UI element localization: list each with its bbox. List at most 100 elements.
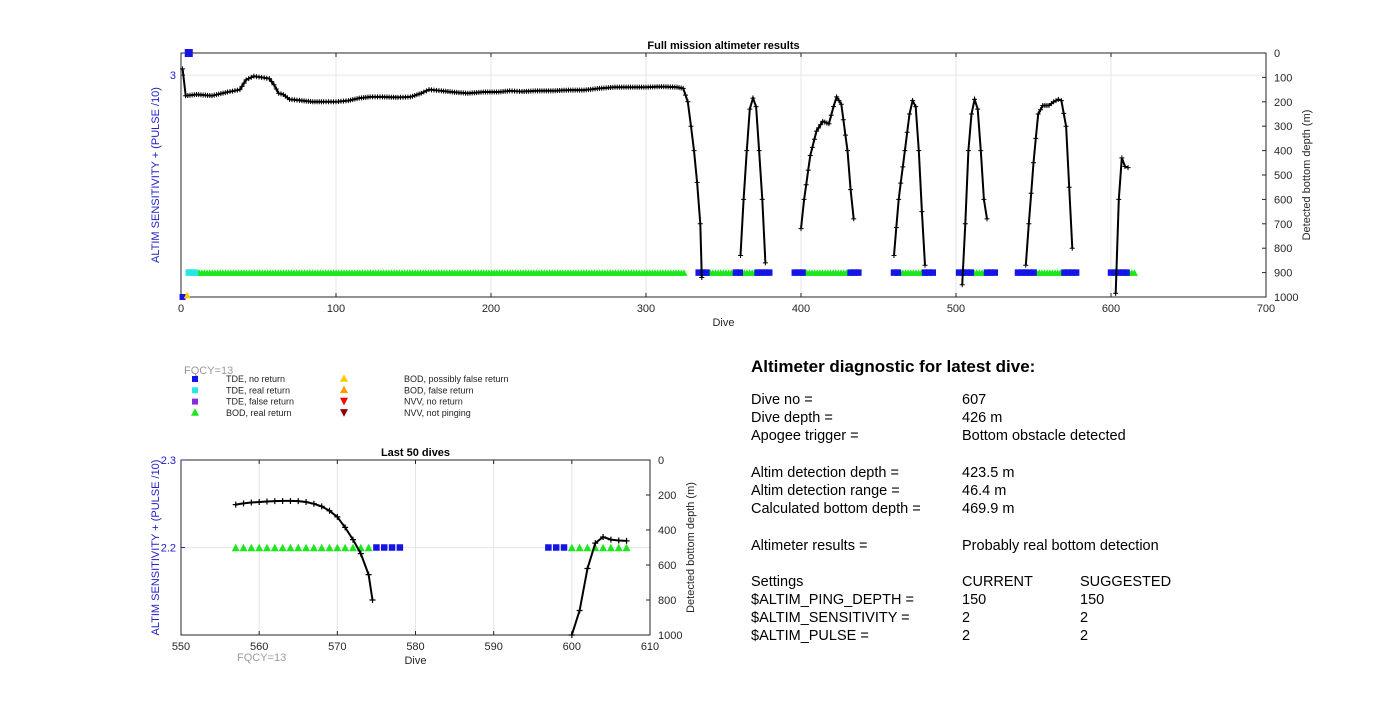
tde-no-return-marker: [388, 544, 396, 551]
bod-real-return-marker: [325, 543, 334, 552]
bottom-depth-point: [738, 253, 744, 259]
left-y-axis-label: ALTIM SENSITIVITY + (PULSE /10): [150, 460, 162, 636]
bottom-depth-point: [237, 87, 243, 93]
bottom-depth-point: [801, 196, 807, 202]
bod-real-return-marker: [680, 269, 688, 276]
bottom-depth-point: [910, 98, 916, 104]
bod-real-return-marker: [294, 543, 303, 552]
bottom-depth-point: [216, 91, 222, 97]
bod-real-return-marker: [286, 543, 295, 552]
bottom-depth-point: [271, 498, 278, 505]
bottom-depth-line: [739, 94, 767, 263]
bottom-depth-point: [273, 86, 279, 92]
diagnostic-label: Altimeter results =: [751, 537, 868, 554]
bottom-depth-point: [965, 148, 971, 154]
bottom-depth-point: [1028, 190, 1034, 196]
bottom-depth-point: [334, 513, 341, 520]
bottom-depth-point: [623, 537, 630, 544]
bottom-depth-point: [842, 132, 848, 138]
bottom-depth-point: [896, 196, 902, 202]
bottom-depth-point: [836, 98, 842, 104]
chart-title: Full mission altimeter results: [647, 40, 799, 52]
bottom-depth-point: [803, 182, 809, 188]
bottom-depth-point: [753, 104, 759, 110]
bod-possibly-false-marker: [183, 291, 191, 299]
tde-no-return-marker: [799, 269, 806, 276]
bottom-depth-point: [680, 85, 686, 91]
bottom-depth-point: [959, 282, 965, 288]
bottom-depth-point: [248, 499, 255, 506]
legend-item: TDE, no return: [192, 374, 285, 384]
bottom-depth-point: [349, 536, 356, 543]
bottom-depth-point: [919, 209, 925, 215]
tde-no-return-marker: [1018, 269, 1026, 276]
bottom-depth-point: [607, 536, 614, 543]
bod-real-return-marker: [262, 543, 271, 552]
right-y-tick-label: 400: [1274, 146, 1292, 158]
bottom-depth-point: [209, 93, 215, 99]
fqcy-label-bottom: FQCY=13: [237, 652, 286, 664]
diagnostic-label: Altim detection depth =: [751, 464, 899, 481]
legend-triangle-down-marker: [340, 409, 348, 417]
tde-no-return-marker: [758, 269, 765, 276]
bottom-depth-point: [421, 89, 427, 95]
x-tick-label: 600: [1102, 303, 1120, 315]
bottom-depth-point: [410, 93, 416, 99]
bod-real-return-marker: [599, 543, 608, 552]
bottom-depth-point: [1063, 123, 1069, 129]
bottom-depth-point: [584, 565, 591, 572]
bottom-depth-point: [818, 122, 824, 128]
right-y-tick-label: 900: [1274, 268, 1292, 280]
x-tick-label: 600: [563, 641, 581, 653]
bod-real-return-marker: [317, 543, 326, 552]
bod-real-return-marker: [302, 543, 311, 552]
bottom-depth-point: [241, 80, 247, 86]
tde-no-return-marker: [1123, 269, 1130, 276]
bottom-depth-point: [809, 144, 815, 150]
diagnostic-value: 150: [962, 592, 987, 609]
bottom-depth-point: [369, 597, 376, 603]
bottom-depth-point: [834, 94, 840, 100]
bottom-depth-point: [891, 253, 897, 259]
bottom-depth-point: [984, 216, 990, 222]
bod-real-return-marker: [1130, 269, 1138, 276]
bod-real-return-marker: [364, 543, 373, 552]
bod-real-return-marker: [278, 543, 287, 552]
tde-no-return-marker: [795, 269, 802, 276]
bottom-depth-point: [747, 106, 753, 112]
bottom-depth-point: [240, 500, 247, 507]
diagnostic-row: Apogee trigger = Bottom obstacle detected: [751, 427, 1126, 445]
bottom-depth-point: [271, 82, 277, 88]
bottom-depth-point: [798, 226, 804, 232]
diagnostic-rows: Dive no = 607 Dive depth = 426 m Apogee trig…: [751, 391, 1171, 646]
chart-0: 0 100 200 300 400 500 600 700 0 100 200 300 400 500 60…: [150, 40, 1313, 329]
bottom-depth-point: [256, 499, 263, 505]
diagnostic-label: $ALTIM_SENSITIVITY =: [751, 610, 910, 627]
tde-no-return-marker: [967, 269, 974, 276]
right-y-axis-label: Detected bottom depth (m): [1301, 110, 1313, 241]
bottom-depth-point: [232, 501, 239, 508]
bottom-depth-point: [898, 180, 904, 186]
bod-real-return-marker: [309, 543, 318, 552]
bottom-depth-point: [744, 148, 750, 154]
diagnostic-heading: Altimeter diagnostic for latest dive:: [751, 357, 1036, 376]
legend-label: TDE, no return: [226, 374, 285, 384]
tde-no-return-marker: [552, 544, 560, 551]
bottom-depth-point: [1125, 165, 1131, 171]
bottom-depth-point: [907, 111, 912, 117]
bottom-depth-point: [357, 550, 364, 557]
bod-real-return-marker: [270, 543, 279, 552]
right-y-tick-label: 700: [1274, 219, 1292, 231]
bottom-depth-point: [814, 128, 819, 134]
diagnostic-value: 2: [962, 610, 971, 627]
diagnostic-value: CURRENT: [962, 573, 1033, 590]
right-y-tick-label: 600: [1274, 194, 1292, 206]
right-y-tick-label: 500: [1274, 170, 1292, 182]
x-tick-label: 580: [406, 641, 424, 653]
tde-no-return-marker: [991, 269, 998, 276]
bottom-depth-point: [848, 187, 854, 193]
bottom-depth-point: [762, 260, 768, 266]
diagnostic-row: Dive no = 607: [751, 391, 1035, 409]
bottom-depth-point: [962, 221, 968, 227]
legend-item: BOD, possibly false return: [340, 374, 509, 384]
